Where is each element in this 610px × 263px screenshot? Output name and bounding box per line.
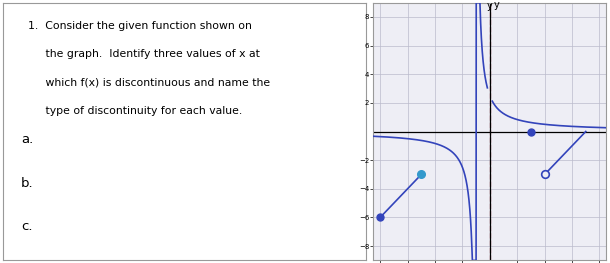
Text: the graph.  Identify three values of x at: the graph. Identify three values of x at — [29, 49, 260, 59]
Text: which f(x) is discontinuous and name the: which f(x) is discontinuous and name the — [29, 77, 271, 87]
Text: a.: a. — [21, 133, 34, 146]
Text: 1.  Consider the given function shown on: 1. Consider the given function shown on — [29, 21, 253, 31]
Text: c.: c. — [21, 220, 33, 233]
Text: type of discontinuity for each value.: type of discontinuity for each value. — [29, 106, 243, 116]
Text: b.: b. — [21, 176, 34, 190]
Text: y: y — [494, 0, 500, 10]
Text: y: y — [487, 1, 493, 11]
